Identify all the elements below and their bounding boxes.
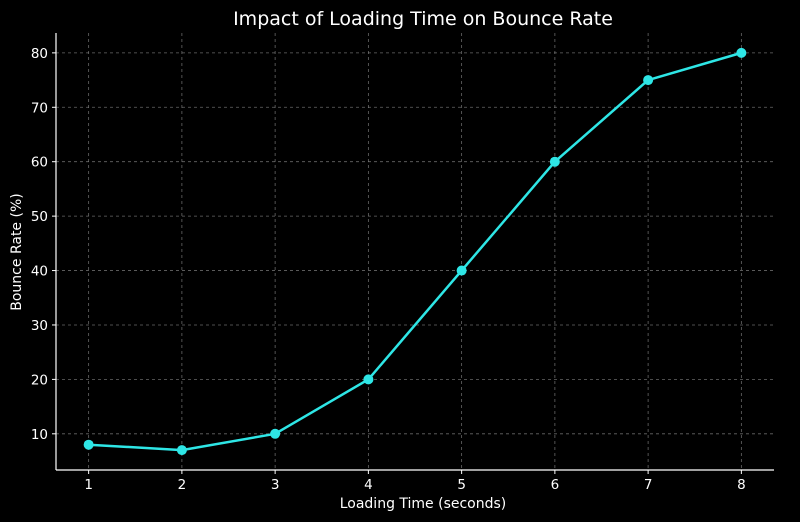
tick-labels: 1 2 3 4 5 6 7 8 10 20 30 40 50 60 70 80	[31, 46, 746, 493]
y-tick-label: 30	[31, 318, 48, 334]
x-tick-label: 5	[457, 477, 466, 493]
y-tick-label: 20	[31, 372, 48, 388]
axes	[55, 33, 774, 471]
x-axis-label: Loading Time (seconds)	[340, 496, 507, 512]
data-point	[176, 445, 187, 456]
series-line	[88, 51, 742, 452]
y-tick-label: 80	[31, 46, 48, 62]
chart-title: Impact of Loading Time on Bounce Rate	[233, 8, 613, 30]
data-series	[83, 47, 747, 456]
x-tick-label: 7	[644, 477, 653, 493]
data-point	[83, 439, 94, 450]
y-tick-label: 50	[31, 209, 48, 225]
y-tick-label: 70	[31, 100, 48, 116]
x-tick-label: 3	[271, 477, 280, 493]
data-point	[549, 156, 560, 167]
x-tick-label: 6	[551, 477, 560, 493]
data-point	[270, 428, 281, 439]
data-point	[456, 265, 467, 276]
y-axis-label: Bounce Rate (%)	[9, 193, 25, 310]
x-tick-label: 8	[737, 477, 746, 493]
data-point	[363, 374, 374, 385]
data-point	[643, 75, 654, 86]
data-point	[736, 47, 747, 58]
y-tick-label: 60	[31, 155, 48, 171]
grid	[56, 33, 774, 470]
x-tick-label: 1	[84, 477, 93, 493]
x-tick-label: 4	[364, 477, 373, 493]
y-tick-label: 40	[31, 264, 48, 280]
x-tick-label: 2	[178, 477, 187, 493]
y-tick-label: 10	[31, 427, 48, 443]
